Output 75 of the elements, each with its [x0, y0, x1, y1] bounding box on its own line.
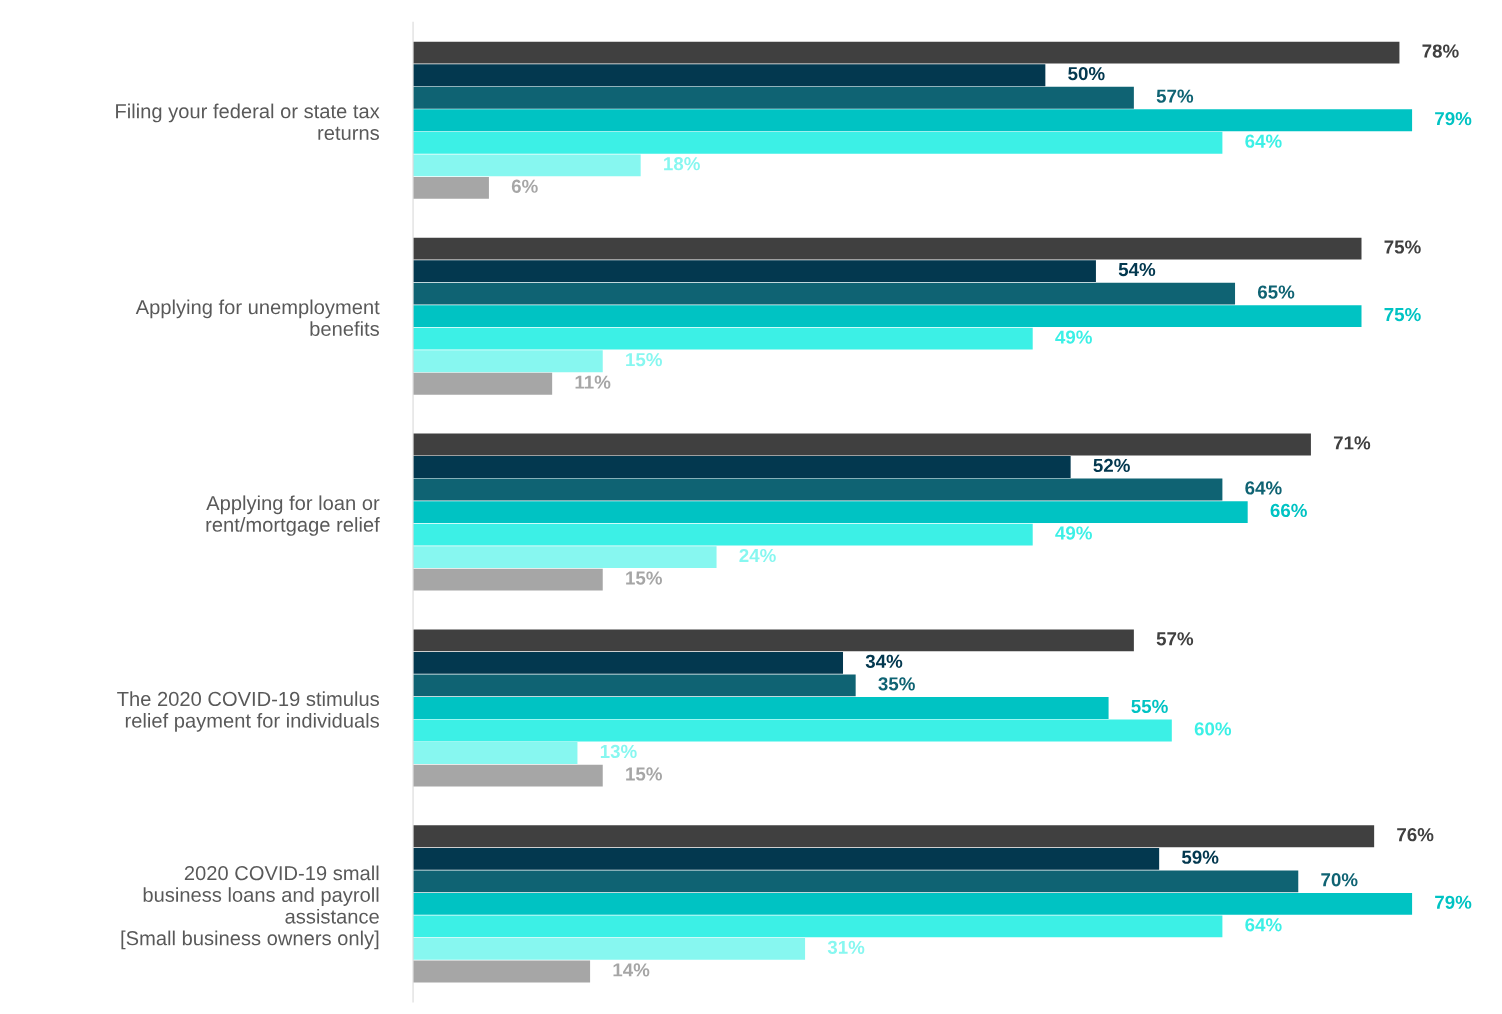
bar — [413, 41, 1400, 64]
data-label: 65% — [1257, 285, 1295, 299]
bar — [413, 64, 1046, 87]
data-label: 52% — [1093, 458, 1130, 473]
data-label: 18% — [664, 157, 700, 171]
data-label: 13% — [600, 744, 637, 759]
data-label: 64% — [1245, 481, 1282, 495]
bar — [413, 674, 856, 697]
bar — [413, 719, 1172, 742]
bar — [413, 764, 603, 787]
data-label: 15% — [626, 767, 662, 781]
bar — [413, 86, 1134, 109]
data-label: 14% — [613, 963, 650, 977]
data-label: 50% — [1068, 66, 1105, 81]
bar — [413, 176, 489, 199]
data-label: 15% — [626, 571, 662, 585]
y-tick-label: Filing your federal or state tax returns — [116, 103, 380, 141]
data-label: 31% — [827, 940, 865, 954]
data-label: 59% — [1181, 850, 1219, 864]
data-label: 70% — [1321, 873, 1358, 887]
bar — [413, 892, 1413, 915]
bar — [413, 327, 1033, 350]
data-label: 15% — [626, 353, 662, 367]
data-label: 75% — [1384, 240, 1421, 254]
data-label: 64% — [1245, 134, 1282, 148]
bar — [413, 433, 1311, 456]
data-label: 57% — [1156, 632, 1194, 646]
bar — [413, 915, 1223, 938]
data-label: 71% — [1333, 436, 1371, 450]
data-label: 34% — [865, 654, 903, 668]
bar — [413, 478, 1223, 501]
bar — [413, 456, 1071, 478]
bar — [413, 568, 603, 591]
data-label: 66% — [1270, 503, 1307, 518]
data-label: 79% — [1435, 112, 1472, 126]
bar — [413, 501, 1248, 523]
data-label: 11% — [575, 375, 611, 389]
data-label: 55% — [1131, 699, 1168, 714]
y-tick-label: The 2020 COVID-19 stimulus relief payment for individuals — [117, 691, 380, 732]
data-label: 54% — [1118, 262, 1156, 277]
bar — [413, 651, 844, 674]
bar — [413, 109, 1413, 132]
data-label: 78% — [1422, 44, 1459, 58]
bar — [413, 847, 1160, 870]
y-tick-label: Applying for loan or rent/mortgage relief — [206, 495, 380, 536]
y-tick-label: Applying for unemployment benefits — [135, 299, 380, 336]
data-label: 75% — [1384, 307, 1421, 322]
bar — [413, 523, 1033, 546]
bar — [413, 260, 1096, 283]
data-label: 76% — [1397, 828, 1434, 842]
bar — [413, 282, 1236, 305]
data-label: 49% — [1055, 526, 1092, 540]
bar — [413, 237, 1362, 260]
bar — [413, 546, 717, 569]
bar — [413, 372, 553, 395]
bar — [413, 825, 1375, 848]
bar — [413, 350, 603, 373]
bar — [413, 960, 591, 983]
data-label: 24% — [739, 548, 776, 563]
bar — [413, 154, 641, 177]
bar — [413, 742, 578, 764]
bar — [413, 870, 1299, 893]
data-label: 6% — [511, 179, 538, 193]
data-label: 35% — [878, 677, 915, 691]
bar — [413, 697, 1109, 719]
data-label: 79% — [1435, 895, 1472, 909]
data-label: 60% — [1194, 722, 1232, 736]
data-label: 49% — [1055, 330, 1092, 344]
bar — [413, 938, 806, 960]
bar — [413, 131, 1223, 154]
data-label: 57% — [1156, 89, 1194, 103]
bar — [413, 305, 1362, 328]
bar — [413, 629, 1134, 652]
y-tick-label: 2020 COVID-19 small business loans and payroll assistance [Small business owners only] — [121, 865, 379, 950]
data-label: 64% — [1245, 918, 1282, 932]
